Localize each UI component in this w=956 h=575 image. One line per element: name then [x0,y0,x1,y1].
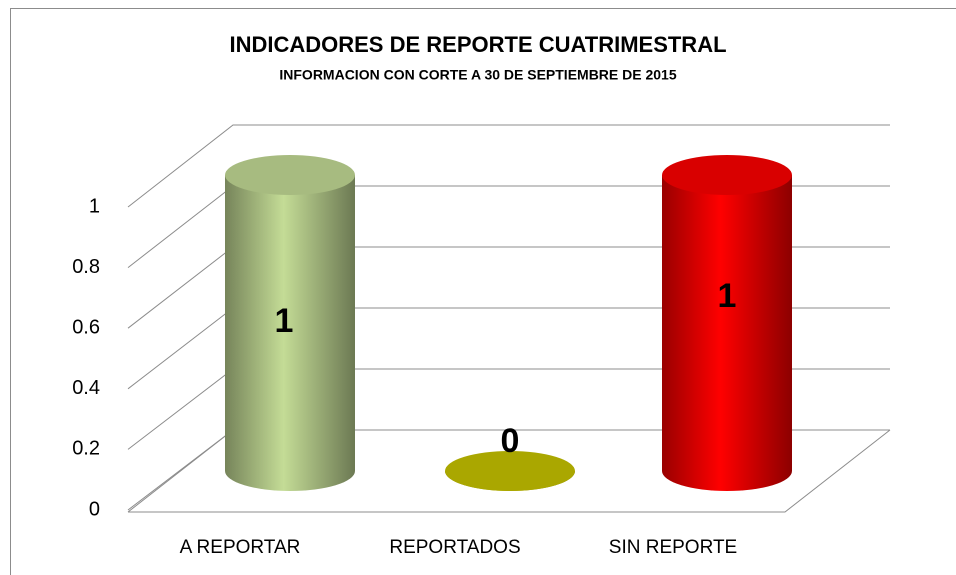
chart-subtitle: INFORMACION CON CORTE A 30 DE SEPTIEMBRE… [279,67,676,83]
chart-border [10,8,956,575]
data-label: 1 [718,277,737,315]
grid-line [127,124,890,208]
y-tick-label: 0.4 [72,377,100,399]
x-tick-label: REPORTADOS [389,537,520,558]
data-label: 0 [501,422,520,460]
y-tick-label: 1 [89,195,100,217]
x-tick-label: SIN REPORTE [609,537,737,558]
y-tick-label: 0 [89,498,100,520]
chart-title: INDICADORES DE REPORTE CUATRIMESTRAL [229,32,726,57]
y-tick-label: 0.8 [72,256,100,278]
cylinder-body [225,175,355,491]
cylinder-body [662,175,792,491]
cylinder-top [662,155,792,195]
data-label: 1 [275,302,294,340]
cylinder-top [225,155,355,195]
y-tick-label: 0.6 [72,316,100,338]
y-tick-label: 0.2 [72,438,100,460]
x-tick-label: A REPORTAR [180,537,301,558]
cylinder-top [445,451,575,491]
